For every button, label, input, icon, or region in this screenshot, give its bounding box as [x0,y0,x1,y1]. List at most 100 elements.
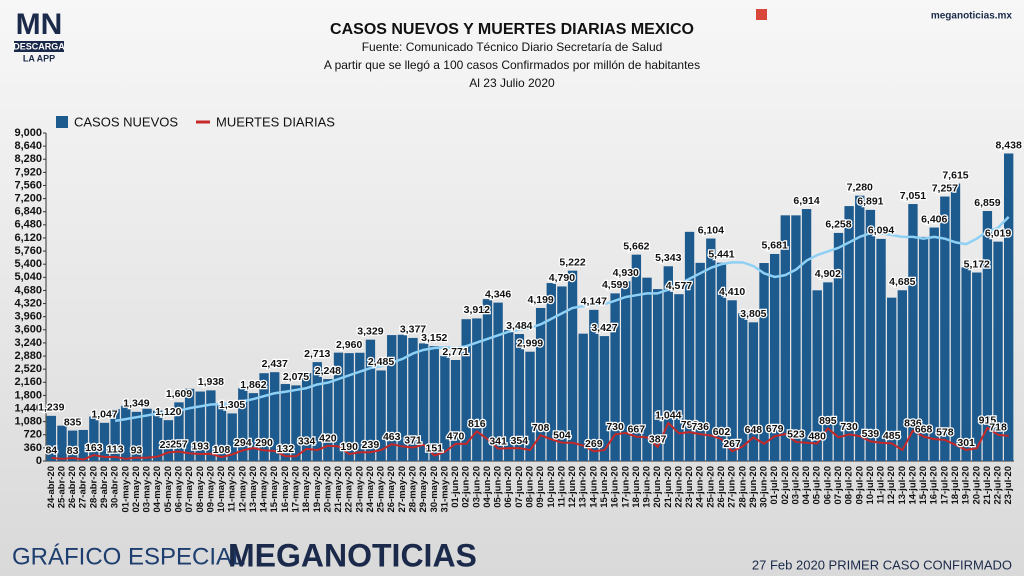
data-label: 341 [489,435,507,447]
bar [897,290,907,461]
data-label: 4,930 [613,267,639,279]
bar [695,262,705,461]
subtitle: Fuente: Comunicado Técnico Diario Secret… [362,40,663,54]
bar [397,334,408,461]
x-tick-label: 07-jun-20 [514,466,525,508]
bar [89,416,99,461]
bar [504,330,514,461]
legend-label: CASOS NUEVOS [74,114,178,129]
y-tick-label: 6,480 [14,219,42,231]
bar [1004,153,1014,461]
data-label: 1,044 [655,410,681,422]
bar [280,384,291,461]
data-label: 3,329 [357,325,383,337]
data-label: 2,999 [517,337,543,349]
bar [450,360,461,461]
data-label: 4,790 [549,272,575,284]
bar [408,337,418,461]
logo-sub: DESCARGA [13,41,65,51]
x-tick-label: 30-abr-20 [110,466,121,508]
data-label: 6,019 [985,227,1011,239]
data-label: 5,222 [559,256,585,268]
x-tick-label: 28-jun-20 [737,466,748,508]
x-tick-label: 10-jun-20 [546,466,557,508]
data-label: 354 [511,435,529,447]
x-tick-label: 24-abr-20 [46,466,57,508]
x-tick-label: 22-jun-20 [673,466,684,508]
bar [493,302,503,461]
bar [759,263,769,461]
data-label: 667 [628,423,646,435]
x-tick-label: 08-jun-20 [525,466,536,508]
x-tick-label: 11-jun-20 [556,466,567,507]
y-tick-label: 1,800 [14,389,42,401]
data-label: 8,438 [996,139,1022,151]
x-tick-label: 21-may-20 [333,466,344,512]
bar [227,413,237,461]
data-label: 523 [787,429,805,441]
data-label: 6,104 [698,224,724,236]
x-tick-label: 19-jun-20 [642,466,653,508]
data-label: 3,152 [421,332,447,344]
data-label: 470 [447,431,465,443]
x-tick-label: 14-may-20 [259,466,270,512]
data-label: 816 [468,418,486,430]
x-tick-label: 19-jul-20 [961,466,972,505]
bar [131,411,142,461]
x-tick-label: 17-jul-20 [939,466,950,505]
data-label: 236 [160,439,178,451]
x-tick-label: 05-jun-20 [493,466,504,508]
data-label: 736 [691,421,709,433]
bar [855,195,865,461]
bar [610,293,620,461]
x-tick-label: 02-may-20 [131,466,142,512]
bar [940,196,950,462]
bar [121,405,131,461]
bar [599,336,610,461]
data-label: 718 [989,422,1007,434]
data-label: 4,199 [527,294,553,306]
data-label: 915 [979,414,997,426]
x-tick-label: 18-may-20 [301,466,312,512]
x-tick-label: 05-jul-20 [812,466,823,505]
data-label: 1,349 [123,398,149,410]
data-label: 163 [85,442,103,454]
data-label: 193 [191,441,209,453]
x-tick-label: 22-jul-20 [993,466,1004,505]
x-tick-label: 01-may-20 [120,466,131,512]
x-tick-label: 23-may-20 [354,466,365,512]
x-tick-label: 21-jun-20 [663,466,674,508]
bar [259,373,269,461]
data-label: 83 [67,445,79,457]
bar [163,420,174,461]
x-tick-label: 05-may-20 [163,466,174,512]
data-label: 730 [606,421,624,433]
x-tick-label: 01-jul-20 [769,466,780,505]
x-tick-label: 13-may-20 [248,466,259,512]
y-tick-label: 5,760 [14,245,42,257]
data-label: 7,257 [932,182,958,194]
x-tick-label: 28-may-20 [408,466,419,512]
x-tick-label: 02-jun-20 [461,466,472,508]
x-tick-label: 28-abr-20 [88,466,99,508]
bar [865,209,876,461]
data-label: 84 [45,445,57,457]
y-tick-label: 7,560 [14,179,42,191]
bar [440,355,450,461]
y-tick-label: 8,640 [14,140,42,152]
data-label: 387 [649,434,667,446]
x-tick-label: 27-may-20 [397,466,408,512]
x-tick-label: 25-abr-20 [56,466,67,508]
data-label: 4,346 [485,288,511,300]
x-tick-label: 13-jul-20 [897,466,908,505]
line [114,215,1010,423]
data-label: 1,120 [155,406,181,418]
y-tick-label: 7,200 [14,193,42,205]
x-tick-label: 25-may-20 [376,466,387,512]
bar [323,379,333,461]
y-tick-label: 3,600 [14,324,42,336]
x-tick-label: 10-jul-20 [865,466,876,505]
data-label: 480 [808,430,826,442]
x-tick-label: 22-may-20 [344,466,355,512]
bar [248,393,259,461]
